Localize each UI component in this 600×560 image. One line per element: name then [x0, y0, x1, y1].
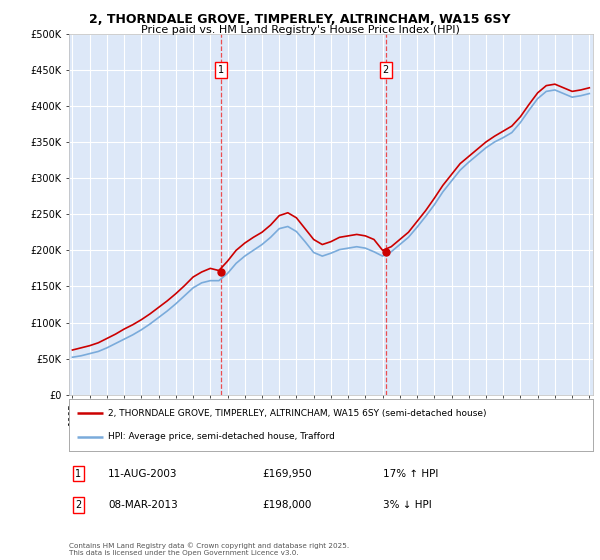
- Text: 17% ↑ HPI: 17% ↑ HPI: [383, 469, 439, 479]
- Text: £198,000: £198,000: [263, 500, 312, 510]
- Text: 1: 1: [218, 65, 224, 74]
- Text: 08-MAR-2013: 08-MAR-2013: [108, 500, 178, 510]
- Text: 2, THORNDALE GROVE, TIMPERLEY, ALTRINCHAM, WA15 6SY (semi-detached house): 2, THORNDALE GROVE, TIMPERLEY, ALTRINCHA…: [108, 409, 487, 418]
- Text: 2, THORNDALE GROVE, TIMPERLEY, ALTRINCHAM, WA15 6SY: 2, THORNDALE GROVE, TIMPERLEY, ALTRINCHA…: [89, 13, 511, 26]
- Text: HPI: Average price, semi-detached house, Trafford: HPI: Average price, semi-detached house,…: [108, 432, 335, 441]
- Text: 1: 1: [76, 469, 82, 479]
- Text: Contains HM Land Registry data © Crown copyright and database right 2025.
This d: Contains HM Land Registry data © Crown c…: [69, 542, 349, 556]
- Text: 3% ↓ HPI: 3% ↓ HPI: [383, 500, 432, 510]
- Text: 11-AUG-2003: 11-AUG-2003: [108, 469, 178, 479]
- Text: 2: 2: [383, 65, 389, 74]
- Text: 2: 2: [76, 500, 82, 510]
- Text: Price paid vs. HM Land Registry's House Price Index (HPI): Price paid vs. HM Land Registry's House …: [140, 25, 460, 35]
- Text: £169,950: £169,950: [263, 469, 313, 479]
